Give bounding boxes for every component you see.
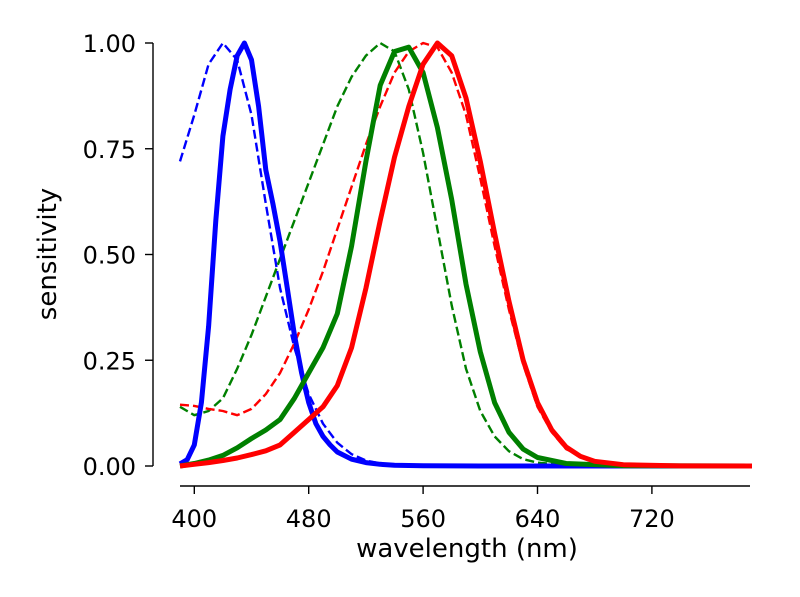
y-axis-label: sensitivity [33,188,63,320]
series-line-solid-2 [179,40,753,469]
plot-lines [178,40,753,469]
x-tick-label: 640 [515,505,561,533]
series-line-solid-0 [178,40,752,469]
x-tick-label: 720 [629,505,675,533]
x-axis-ticks: 400 480 560 640 720 [171,486,675,533]
x-axis-label: wavelength (nm) [356,534,578,564]
series-line-dashed-4 [179,41,624,468]
series-line-solid-1 [179,44,753,469]
x-tick-label: 560 [400,505,446,533]
y-tick-label: 0.25 [83,347,136,375]
y-tick-label: 0.00 [83,453,136,481]
x-tick-label: 400 [171,505,217,533]
x-tick-label: 480 [286,505,332,533]
y-tick-label: 1.00 [83,30,136,58]
y-tick-label: 0.50 [83,242,136,270]
y-axis-ticks: 0.00 0.25 0.50 0.75 1.00 [83,30,153,481]
y-tick-label: 0.75 [83,136,136,164]
